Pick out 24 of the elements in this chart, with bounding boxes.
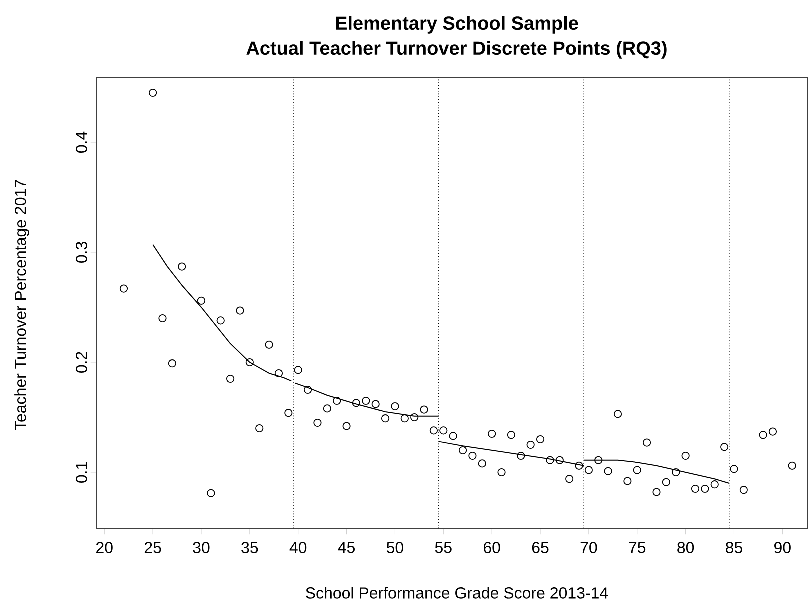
x-tick-label: 40 (290, 542, 307, 554)
x-tick-label: 30 (193, 542, 210, 554)
x-tick-label: 55 (435, 542, 452, 554)
y-axis-title: Teacher Turnover Percentage 2017 (14, 180, 30, 430)
x-tick-label: 90 (774, 542, 791, 554)
y-tick-label: 0.1 (76, 462, 88, 483)
x-tick-label: 75 (629, 542, 646, 554)
chart-title: Elementary School Sample (336, 16, 578, 34)
x-tick-label: 50 (386, 542, 404, 554)
x-axis-title: School Performance Grade Score 2013-14 (306, 587, 608, 599)
y-tick-label: 0.2 (76, 352, 88, 373)
x-tick-label: 65 (532, 542, 549, 554)
x-tick-label: 45 (338, 542, 355, 554)
x-tick-label: 80 (678, 542, 694, 554)
x-tick-label: 60 (484, 542, 500, 554)
y-tick-label: 0.4 (76, 132, 88, 153)
chart-subtitle: Actual Teacher Turnover Discrete Points (RQ3) (246, 41, 667, 59)
y-tick-label: 0.3 (76, 242, 88, 263)
x-tick-label: 25 (144, 542, 162, 554)
line-series (152, 244, 292, 382)
x-tick-label: 85 (726, 542, 742, 554)
x-tick-label: 20 (96, 542, 113, 554)
x-tick-label: 35 (242, 542, 258, 554)
x-tick-label: 70 (580, 542, 598, 554)
